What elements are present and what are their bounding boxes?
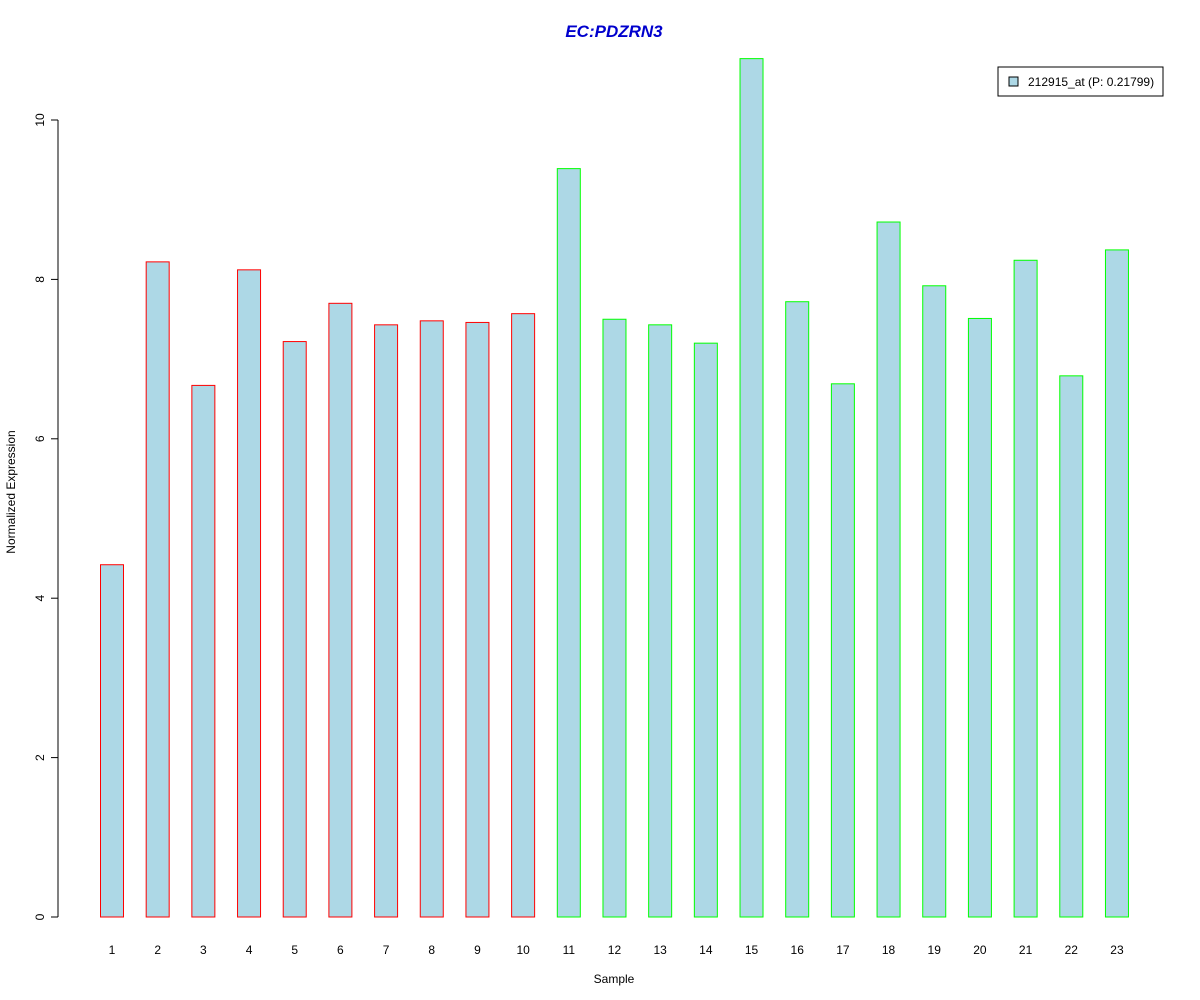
x-tick-label: 21 <box>1019 943 1033 957</box>
x-tick-label: 23 <box>1110 943 1124 957</box>
x-tick-label: 3 <box>200 943 207 957</box>
bar-sample-23 <box>1104 249 1129 918</box>
bar-sample-18 <box>876 221 901 918</box>
bar-sample-17 <box>830 383 855 918</box>
x-tick-label: 11 <box>563 943 576 957</box>
chart-title: EC:PDZRN3 <box>565 22 663 41</box>
x-tick-label: 4 <box>246 943 253 957</box>
x-tick-label: 14 <box>699 943 713 957</box>
y-tick-label: 8 <box>33 276 47 283</box>
bar-sample-14 <box>693 342 718 918</box>
x-tick-label: 13 <box>653 943 667 957</box>
bar-sample-2 <box>145 261 170 918</box>
y-tick-label: 10 <box>33 113 47 127</box>
x-tick-label: 15 <box>745 943 759 957</box>
x-tick-label: 2 <box>154 943 161 957</box>
bar-sample-5 <box>282 341 307 918</box>
bar-sample-16 <box>785 301 810 918</box>
x-axis-labels: 1 2 3 4 5 6 7 8 9 10 11 12 13 14 15 16 17 18 19 20 21 22 23 <box>109 943 1124 957</box>
x-tick-label: 8 <box>428 943 435 957</box>
y-tick-label: 2 <box>33 754 47 761</box>
legend-swatch <box>1008 76 1019 87</box>
x-tick-label: 16 <box>791 943 805 957</box>
legend: 212915_at (P: 0.21799) <box>997 66 1164 97</box>
bar-sample-19 <box>922 285 947 918</box>
y-tick-label: 4 <box>33 595 47 602</box>
x-tick-label: 17 <box>836 943 850 957</box>
x-tick-label: 1 <box>109 943 116 957</box>
x-tick-label: 12 <box>608 943 622 957</box>
bar-sample-1 <box>100 564 124 918</box>
y-tick-label: 0 <box>33 913 47 920</box>
bar-sample-21 <box>1013 259 1038 918</box>
legend-box <box>997 66 1164 97</box>
x-tick-label: 6 <box>337 943 344 957</box>
bar-sample-12 <box>602 318 627 918</box>
bar-sample-6 <box>328 302 353 918</box>
x-tick-label: 10 <box>516 943 530 957</box>
y-axis: 0 2 4 6 8 10 <box>33 113 59 920</box>
bars <box>100 58 1129 918</box>
bar-sample-3 <box>191 384 216 918</box>
x-tick-label: 9 <box>474 943 481 957</box>
x-tick-label: 18 <box>882 943 896 957</box>
bar-sample-22 <box>1059 375 1084 918</box>
x-tick-label: 19 <box>928 943 942 957</box>
x-axis-title: Sample <box>594 972 635 986</box>
bar-sample-20 <box>967 317 992 918</box>
bar-sample-10 <box>511 313 536 918</box>
x-tick-label: 5 <box>291 943 298 957</box>
bar-sample-13 <box>648 324 673 918</box>
y-tick-label: 6 <box>33 435 47 442</box>
x-tick-label: 7 <box>383 943 390 957</box>
bar-sample-9 <box>465 321 490 918</box>
y-axis-title: Normalized Expression <box>4 430 18 553</box>
bar-sample-15 <box>739 58 764 918</box>
x-tick-label: 22 <box>1065 943 1079 957</box>
legend-label: 212915_at (P: 0.21799) <box>1028 75 1154 89</box>
bar-sample-11 <box>556 168 581 918</box>
bar-sample-4 <box>237 269 262 918</box>
bar-sample-8 <box>419 320 444 918</box>
x-tick-label: 20 <box>973 943 987 957</box>
bar-sample-7 <box>374 324 399 918</box>
